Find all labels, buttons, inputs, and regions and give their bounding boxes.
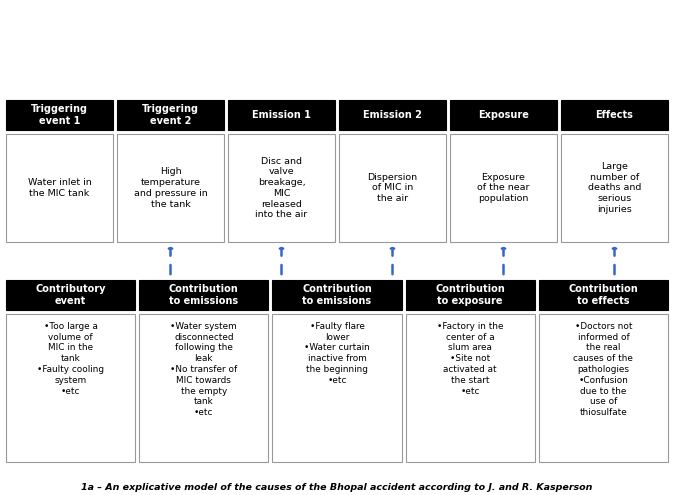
- Text: Emission 1: Emission 1: [252, 110, 311, 120]
- Bar: [117, 134, 224, 242]
- Bar: [6, 134, 113, 242]
- Bar: [272, 314, 402, 462]
- Bar: [406, 280, 534, 310]
- Bar: [561, 100, 668, 130]
- Bar: [539, 280, 668, 310]
- Text: Contribution
to emissions: Contribution to emissions: [169, 284, 239, 306]
- Bar: [450, 134, 557, 242]
- Text: Effects: Effects: [596, 110, 634, 120]
- Bar: [561, 134, 668, 242]
- Text: Emission 2: Emission 2: [363, 110, 422, 120]
- Text: Water inlet in
the MIC tank: Water inlet in the MIC tank: [28, 178, 92, 198]
- Bar: [339, 100, 446, 130]
- Bar: [539, 314, 668, 462]
- Text: Triggering
event 2: Triggering event 2: [142, 104, 199, 126]
- Bar: [6, 280, 135, 310]
- Bar: [406, 314, 534, 462]
- Text: Triggering
event 1: Triggering event 1: [31, 104, 88, 126]
- Bar: [339, 134, 446, 242]
- Text: Exposure
of the near
population: Exposure of the near population: [477, 173, 530, 203]
- Bar: [140, 280, 268, 310]
- Text: •Too large a
volume of
MIC in the
tank
•Faulty cooling
system
•etc: •Too large a volume of MIC in the tank •…: [37, 322, 104, 396]
- Text: Contributory
event: Contributory event: [35, 284, 106, 306]
- Text: Disc and
valve
breakage,
MIC
released
into the air: Disc and valve breakage, MIC released in…: [255, 156, 307, 219]
- Bar: [6, 314, 135, 462]
- Text: Large
number of
deaths and
serious
injuries: Large number of deaths and serious injur…: [588, 162, 641, 214]
- Text: High
temperature
and pressure in
the tank: High temperature and pressure in the tan…: [133, 167, 208, 208]
- Bar: [450, 100, 557, 130]
- Text: Exposure: Exposure: [478, 110, 529, 120]
- Bar: [228, 134, 335, 242]
- Bar: [140, 314, 268, 462]
- Text: Dispersion
of MIC in
the air: Dispersion of MIC in the air: [367, 173, 418, 203]
- Text: Contribution
to exposure: Contribution to exposure: [435, 284, 505, 306]
- Text: •Water system
disconnected
following the
leak
•No transfer of
MIC towards
the em: •Water system disconnected following the…: [170, 322, 237, 417]
- Bar: [272, 280, 402, 310]
- Text: •Factory in the
center of a
slum area
•Site not
activated at
the start
•etc: •Factory in the center of a slum area •S…: [437, 322, 503, 396]
- Bar: [6, 100, 113, 130]
- Text: Contribution
to emissions: Contribution to emissions: [302, 284, 372, 306]
- Text: •Doctors not
informed of
the real
causes of the
pathologies
•Confusion
due to th: •Doctors not informed of the real causes…: [574, 322, 634, 417]
- Text: 1a – An explicative model of the causes of the Bhopal accident according to J. a: 1a – An explicative model of the causes …: [82, 483, 592, 492]
- Bar: [117, 100, 224, 130]
- Bar: [228, 100, 335, 130]
- Text: •Faulty flare
lower
•Water curtain
inactive from
the beginning
•etc: •Faulty flare lower •Water curtain inact…: [304, 322, 370, 385]
- Text: Contribution
to effects: Contribution to effects: [569, 284, 638, 306]
